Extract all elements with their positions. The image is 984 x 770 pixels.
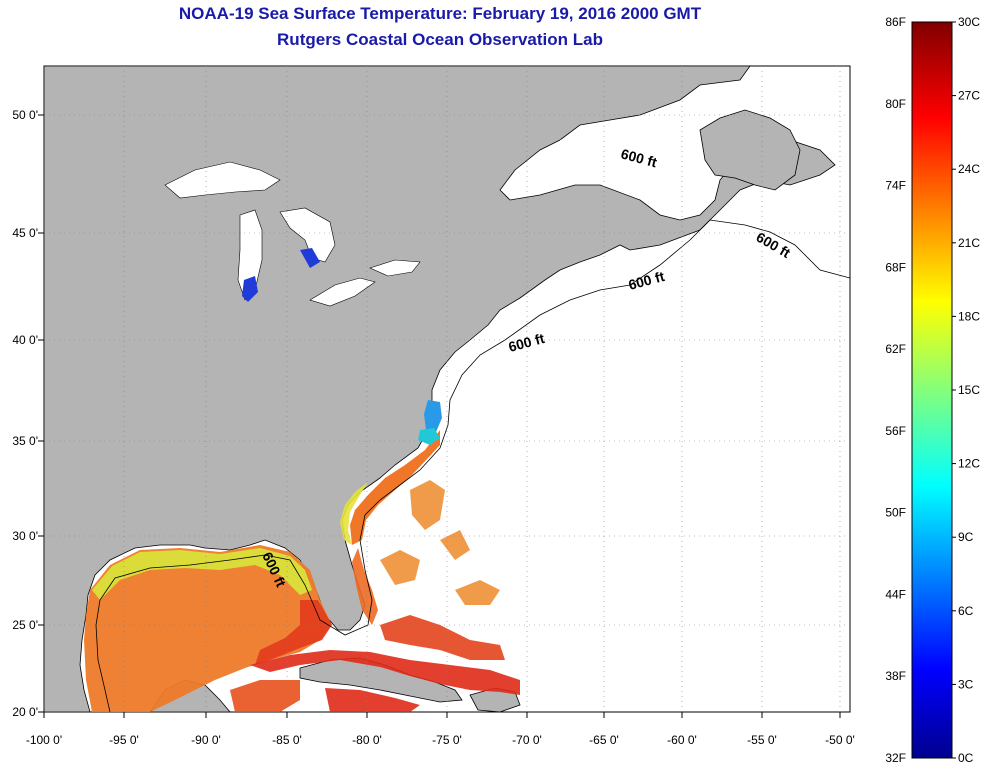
lon-label-100w: -100 0': [26, 733, 62, 747]
lon-label-60w: -60 0': [667, 733, 697, 747]
colorbar-c-label: 3C: [958, 677, 974, 691]
colorbar-c-label: 24C: [958, 162, 980, 176]
colorbar-c-label: 15C: [958, 383, 980, 397]
colorbar-f-label: 74F: [885, 179, 906, 193]
longitude-labels: -100 0' -95 0' -90 0' -85 0' -80 0' -75 0' -70…: [26, 712, 855, 747]
lon-label-55w: -55 0': [747, 733, 777, 747]
colorbar-c-label: 12C: [958, 457, 980, 471]
land-newfoundland: [699, 109, 801, 191]
colorbar-f-label: 56F: [885, 424, 906, 438]
sst-caribbean-south: [325, 688, 420, 712]
lon-label-70w: -70 0': [512, 733, 542, 747]
lat-label-20: 20 0': [12, 705, 38, 719]
sst-gulf-stream: [350, 430, 440, 545]
colorbar-c-label: 27C: [958, 89, 980, 103]
lon-label-75w: -75 0': [432, 733, 462, 747]
map-subtitle: Rutgers Coastal Ocean Observation Lab: [277, 30, 603, 49]
sst-hatteras-cool: [424, 400, 442, 432]
lat-label-50: 50 0': [12, 108, 38, 122]
map-title: NOAA-19 Sea Surface Temperature: Februar…: [178, 4, 702, 23]
great-lake-ontario: [369, 259, 421, 277]
colorbar-c-label: 0C: [958, 751, 974, 765]
latitude-labels: 50 0' 45 0' 40 0' 35 0' 30 0' 25 0' 20 0': [12, 108, 44, 719]
sst-florida-coast: [352, 548, 378, 625]
colorbar-f-label: 50F: [885, 506, 906, 520]
sst-coastal-yellow: [340, 482, 368, 545]
colorbar-f-label: 80F: [885, 97, 906, 111]
great-lake-erie: [309, 277, 376, 307]
sst-caribbean: [250, 650, 520, 695]
colorbar-f-label: 62F: [885, 342, 906, 356]
lon-label-85w: -85 0': [272, 733, 302, 747]
lat-label-25: 25 0': [12, 618, 38, 632]
lat-label-30: 30 0': [12, 529, 38, 543]
sst-bahamas: [380, 615, 505, 660]
colorbar-c-label: 18C: [958, 309, 980, 323]
sst-gulf-of-mexico: [84, 545, 332, 712]
lat-label-35: 35 0': [12, 434, 38, 448]
colorbar: [911, 21, 953, 759]
colorbar-fahrenheit-labels: 86F 80F 74F 68F 62F 56F 50F 44F 38F 32F: [885, 15, 906, 765]
colorbar-c-label: 21C: [958, 236, 980, 250]
great-lake-superior: [164, 161, 281, 199]
colorbar-celsius-labels: 30C 27C 24C 21C 18C 15C 12C 9C 6C 3C 0C: [952, 15, 980, 765]
sst-gulf-shelf-yellow: [92, 548, 312, 600]
lon-label-50w: -50 0': [825, 733, 855, 747]
colorbar-f-label: 86F: [885, 15, 906, 29]
sst-offshore-patches: [380, 480, 500, 605]
great-lake-huron: [279, 207, 336, 263]
lon-label-80w: -80 0': [352, 733, 382, 747]
sst-gulf-east-warm: [255, 600, 332, 665]
colorbar-f-label: 38F: [885, 669, 906, 683]
lat-label-40: 40 0': [12, 333, 38, 347]
lon-label-65w: -65 0': [589, 733, 619, 747]
colorbar-c-label: 30C: [958, 15, 980, 29]
lat-label-45: 45 0': [12, 226, 38, 240]
gulf-st-lawrence: [560, 130, 650, 185]
lon-label-95w: -95 0': [109, 733, 139, 747]
sst-lake-huron: [300, 248, 320, 268]
sst-lake-michigan: [242, 276, 258, 302]
sst-south-gulf-red: [230, 680, 300, 712]
lon-label-90w: -90 0': [191, 733, 221, 747]
colorbar-c-label: 6C: [958, 604, 974, 618]
colorbar-f-label: 68F: [885, 260, 906, 274]
colorbar-f-label: 44F: [885, 587, 906, 601]
contour-600ft: [95, 219, 850, 712]
colorbar-f-label: 32F: [885, 751, 906, 765]
colorbar-c-label: 9C: [958, 530, 974, 544]
